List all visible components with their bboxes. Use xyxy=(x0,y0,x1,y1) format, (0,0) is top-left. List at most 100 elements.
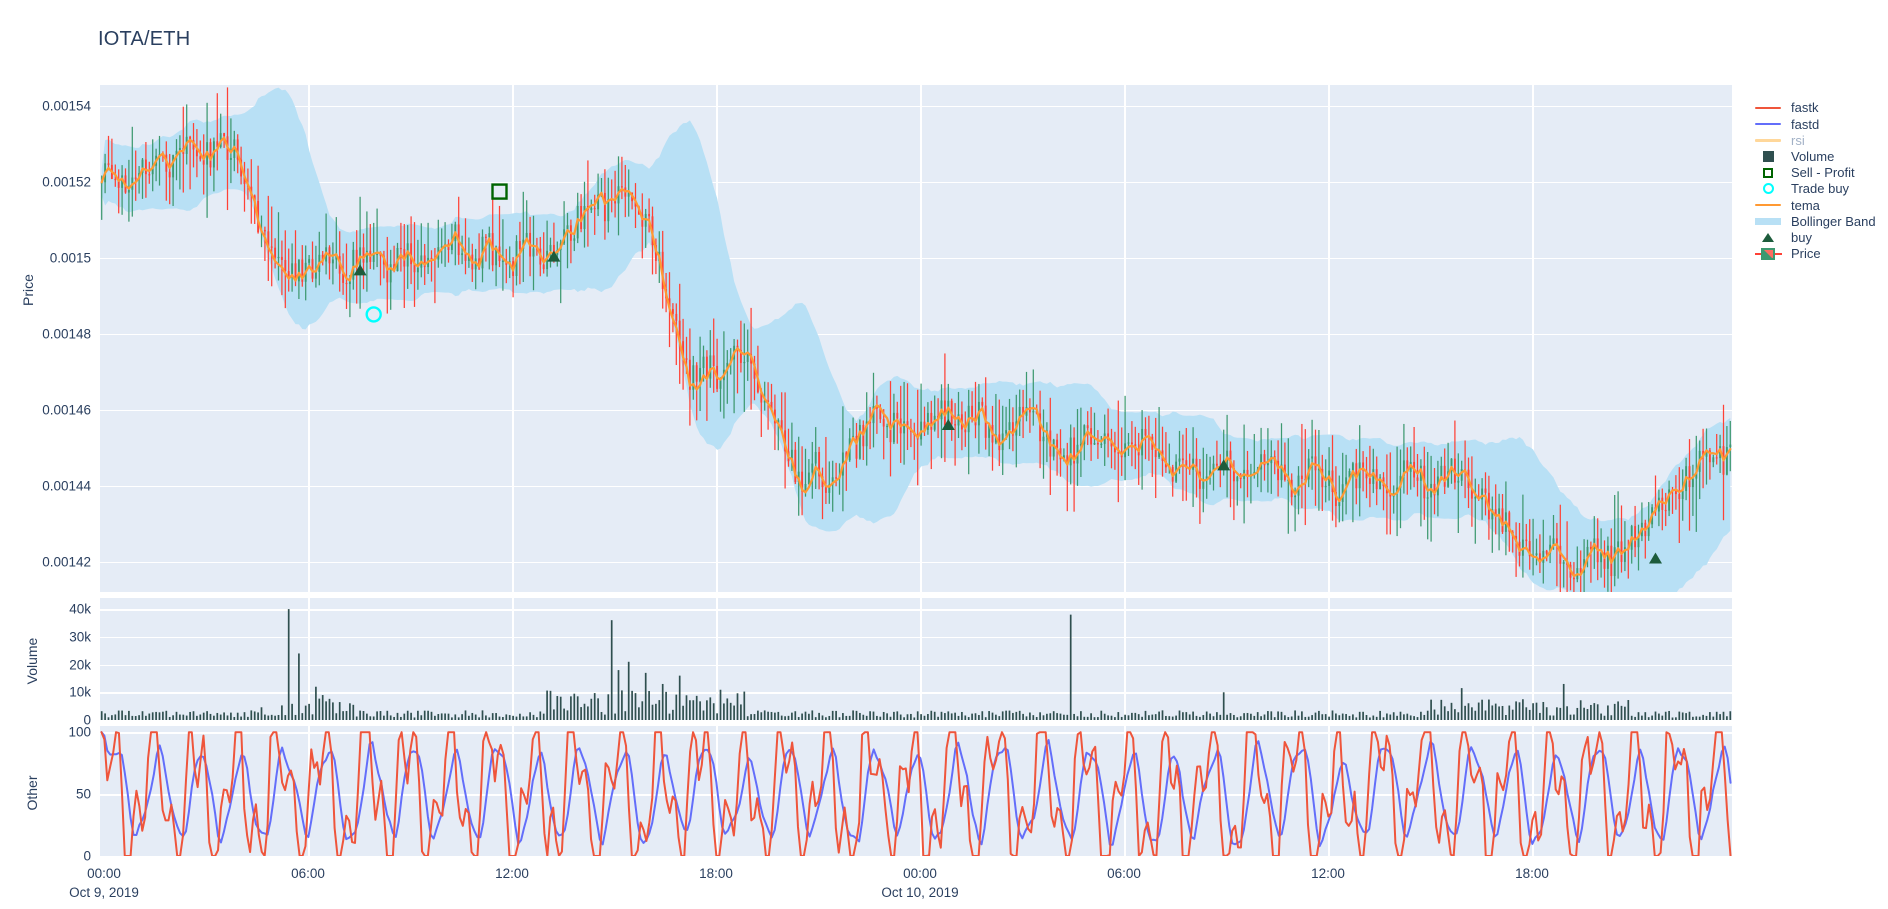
buy-marker[interactable] xyxy=(547,250,561,262)
tema-line xyxy=(100,136,1732,578)
legend-item-sell-profit[interactable]: Sell - Profit xyxy=(1752,165,1888,181)
buy-marker[interactable] xyxy=(1217,459,1231,471)
volume-bar xyxy=(383,715,385,720)
candlestick-body xyxy=(277,256,280,259)
candlestick-body xyxy=(467,254,470,261)
volume-bar xyxy=(1348,715,1351,720)
volume-bar xyxy=(1641,715,1643,720)
chart-legend[interactable]: fastk fastd rsi Volume Sell - Profit Trade bu… xyxy=(1752,100,1888,262)
legend-item-price[interactable]: Price xyxy=(1752,246,1888,262)
candlestick-body xyxy=(879,408,882,420)
volume-bar xyxy=(311,714,314,720)
volume-plot-panel[interactable] xyxy=(100,598,1732,720)
volume-bar xyxy=(410,712,412,720)
trade-buy-marker[interactable] xyxy=(365,306,382,323)
volume-bar xyxy=(1243,713,1245,720)
volume-bar xyxy=(1671,717,1674,720)
legend-item-rsi[interactable]: rsi xyxy=(1752,132,1888,148)
candlestick-body xyxy=(763,400,766,403)
volume-bar xyxy=(733,705,735,720)
legend-item-trade-buy[interactable]: Trade buy xyxy=(1752,181,1888,197)
gridline xyxy=(100,333,1732,336)
candlestick-body xyxy=(165,154,168,172)
volume-bar xyxy=(1726,716,1728,720)
volume-bar xyxy=(172,715,174,720)
price-plot-panel[interactable] xyxy=(100,85,1732,592)
candlestick-body xyxy=(1450,458,1453,472)
volume-bar xyxy=(1535,702,1538,720)
volume-bar xyxy=(801,713,803,720)
volume-bar xyxy=(335,713,338,720)
volume-bar xyxy=(1212,716,1215,720)
fastk-line xyxy=(100,731,1732,856)
candlestick-body xyxy=(1338,501,1341,507)
sell-profit-marker[interactable] xyxy=(491,183,508,200)
volume-bar xyxy=(1358,711,1361,720)
volume-bar xyxy=(658,700,661,720)
legend-item-buy[interactable]: buy xyxy=(1752,230,1888,246)
volume-bar xyxy=(1576,707,1579,720)
volume-bar xyxy=(607,694,610,720)
volume-bar xyxy=(675,694,678,720)
candlestick-body xyxy=(430,257,433,260)
volume-bar xyxy=(648,691,650,720)
volume-bar xyxy=(1658,713,1660,720)
volume-bar xyxy=(359,710,361,720)
volume-bar xyxy=(634,693,637,720)
volume-bar xyxy=(988,711,990,720)
volume-bar xyxy=(1382,717,1385,720)
volume-bar xyxy=(1586,708,1589,720)
other-plot-panel[interactable] xyxy=(100,726,1732,856)
candlestick-body xyxy=(573,238,576,241)
candlestick-body xyxy=(1039,413,1042,442)
volume-bar xyxy=(471,712,474,720)
legend-item-bollinger-band[interactable]: Bollinger Band xyxy=(1752,213,1888,229)
buy-marker[interactable] xyxy=(941,419,955,431)
volume-bar xyxy=(1324,714,1327,720)
candlestick-body xyxy=(954,424,957,426)
legend-item-fastk[interactable]: fastk xyxy=(1752,100,1888,116)
volume-bar xyxy=(454,714,457,720)
buy-marker[interactable] xyxy=(1649,552,1662,564)
candlestick-body xyxy=(1100,443,1103,446)
candlestick-body xyxy=(151,165,154,175)
volume-bar xyxy=(423,710,426,720)
gridline xyxy=(100,181,1732,184)
candlestick-body xyxy=(294,263,297,282)
candlestick-body xyxy=(263,230,266,232)
candlestick-body xyxy=(1470,488,1473,499)
volume-bar xyxy=(1124,714,1126,720)
candlestick-body xyxy=(372,253,375,262)
volume-bar xyxy=(134,716,137,720)
legend-item-volume[interactable]: Volume xyxy=(1752,149,1888,165)
candlestick-body xyxy=(634,201,637,207)
volume-bar xyxy=(1063,714,1065,720)
candlestick-body xyxy=(801,471,804,492)
volume-bar xyxy=(260,707,263,720)
candlestick-body xyxy=(1426,497,1429,499)
candlestick-body xyxy=(794,449,797,483)
candlestick-body xyxy=(1674,491,1677,495)
legend-item-tema[interactable]: tema xyxy=(1752,197,1888,213)
volume-bar xyxy=(1654,711,1657,720)
volume-bar xyxy=(155,711,157,720)
gridline xyxy=(100,561,1732,564)
volume-bar xyxy=(947,711,950,720)
volume-bar xyxy=(808,713,810,720)
legend-item-label: tema xyxy=(1791,197,1820,213)
legend-item-fastd[interactable]: fastd xyxy=(1752,116,1888,132)
gridline xyxy=(100,105,1732,108)
gridline xyxy=(1532,726,1534,856)
candlestick-body xyxy=(709,355,712,379)
candlestick-body xyxy=(627,192,630,197)
candlestick-body xyxy=(410,243,413,265)
volume-bar xyxy=(1372,715,1375,720)
buy-marker[interactable] xyxy=(353,264,367,276)
candlestick-body xyxy=(202,159,205,165)
candlestick-body xyxy=(580,206,583,230)
candlestick-body xyxy=(1086,425,1089,429)
filled-square-icon xyxy=(1752,150,1784,162)
volume-bar xyxy=(277,714,280,720)
volume-bar xyxy=(845,715,848,720)
